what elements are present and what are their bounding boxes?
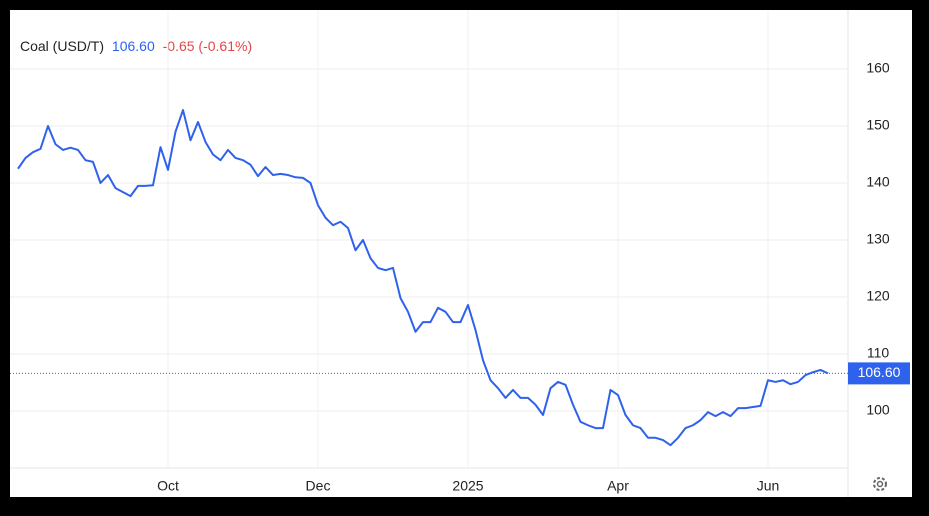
y-tick-label: 150 [866, 117, 890, 133]
y-tick-label: 160 [866, 60, 890, 76]
x-tick-label: Dec [306, 478, 331, 494]
x-tick-label: Apr [607, 478, 629, 494]
price-line [17, 109, 829, 447]
x-tick-label: Jun [757, 478, 780, 494]
y-tick-label: 140 [866, 174, 890, 190]
last-price-label: 106.60 [858, 364, 901, 380]
x-tick-label: 2025 [452, 478, 483, 494]
header: Coal (USD/T) 106.60 -0.65 (-0.61%) [20, 38, 252, 54]
settings-icon[interactable] [873, 477, 887, 491]
last-price-tag [848, 362, 910, 385]
change: -0.65 (-0.61%) [163, 38, 252, 54]
x-tick-label: Oct [157, 478, 179, 494]
y-tick-label: 110 [867, 345, 890, 361]
panel [10, 10, 912, 497]
price: 106.60 [112, 38, 155, 54]
y-tick-label: 100 [866, 402, 890, 418]
chart-title: Coal (USD/T) [20, 38, 104, 54]
y-tick-label: 130 [866, 231, 890, 247]
y-tick-label: 120 [866, 288, 890, 304]
